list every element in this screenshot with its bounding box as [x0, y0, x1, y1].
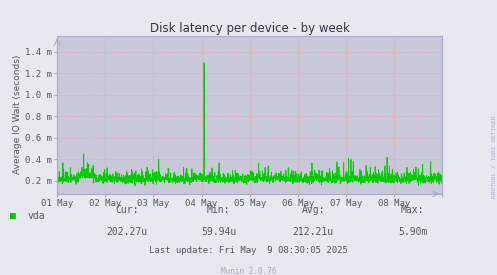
Text: 5.90m: 5.90m: [398, 227, 427, 237]
Text: Min:: Min:: [207, 205, 231, 215]
Text: Cur:: Cur:: [115, 205, 139, 215]
Text: ■: ■: [10, 211, 16, 221]
Text: Max:: Max:: [401, 205, 424, 215]
Text: vda: vda: [27, 211, 45, 221]
Text: RRDTOOL / TOBI OETIKER: RRDTOOL / TOBI OETIKER: [491, 116, 496, 198]
Title: Disk latency per device - by week: Disk latency per device - by week: [150, 21, 350, 35]
Text: 202.27u: 202.27u: [106, 227, 147, 237]
Text: Last update: Fri May  9 08:30:05 2025: Last update: Fri May 9 08:30:05 2025: [149, 246, 348, 255]
Text: 59.94u: 59.94u: [201, 227, 236, 237]
Text: 212.21u: 212.21u: [293, 227, 333, 237]
Text: Avg:: Avg:: [301, 205, 325, 215]
Text: Munin 2.0.76: Munin 2.0.76: [221, 267, 276, 275]
Y-axis label: Average IO Wait (seconds): Average IO Wait (seconds): [13, 55, 22, 175]
